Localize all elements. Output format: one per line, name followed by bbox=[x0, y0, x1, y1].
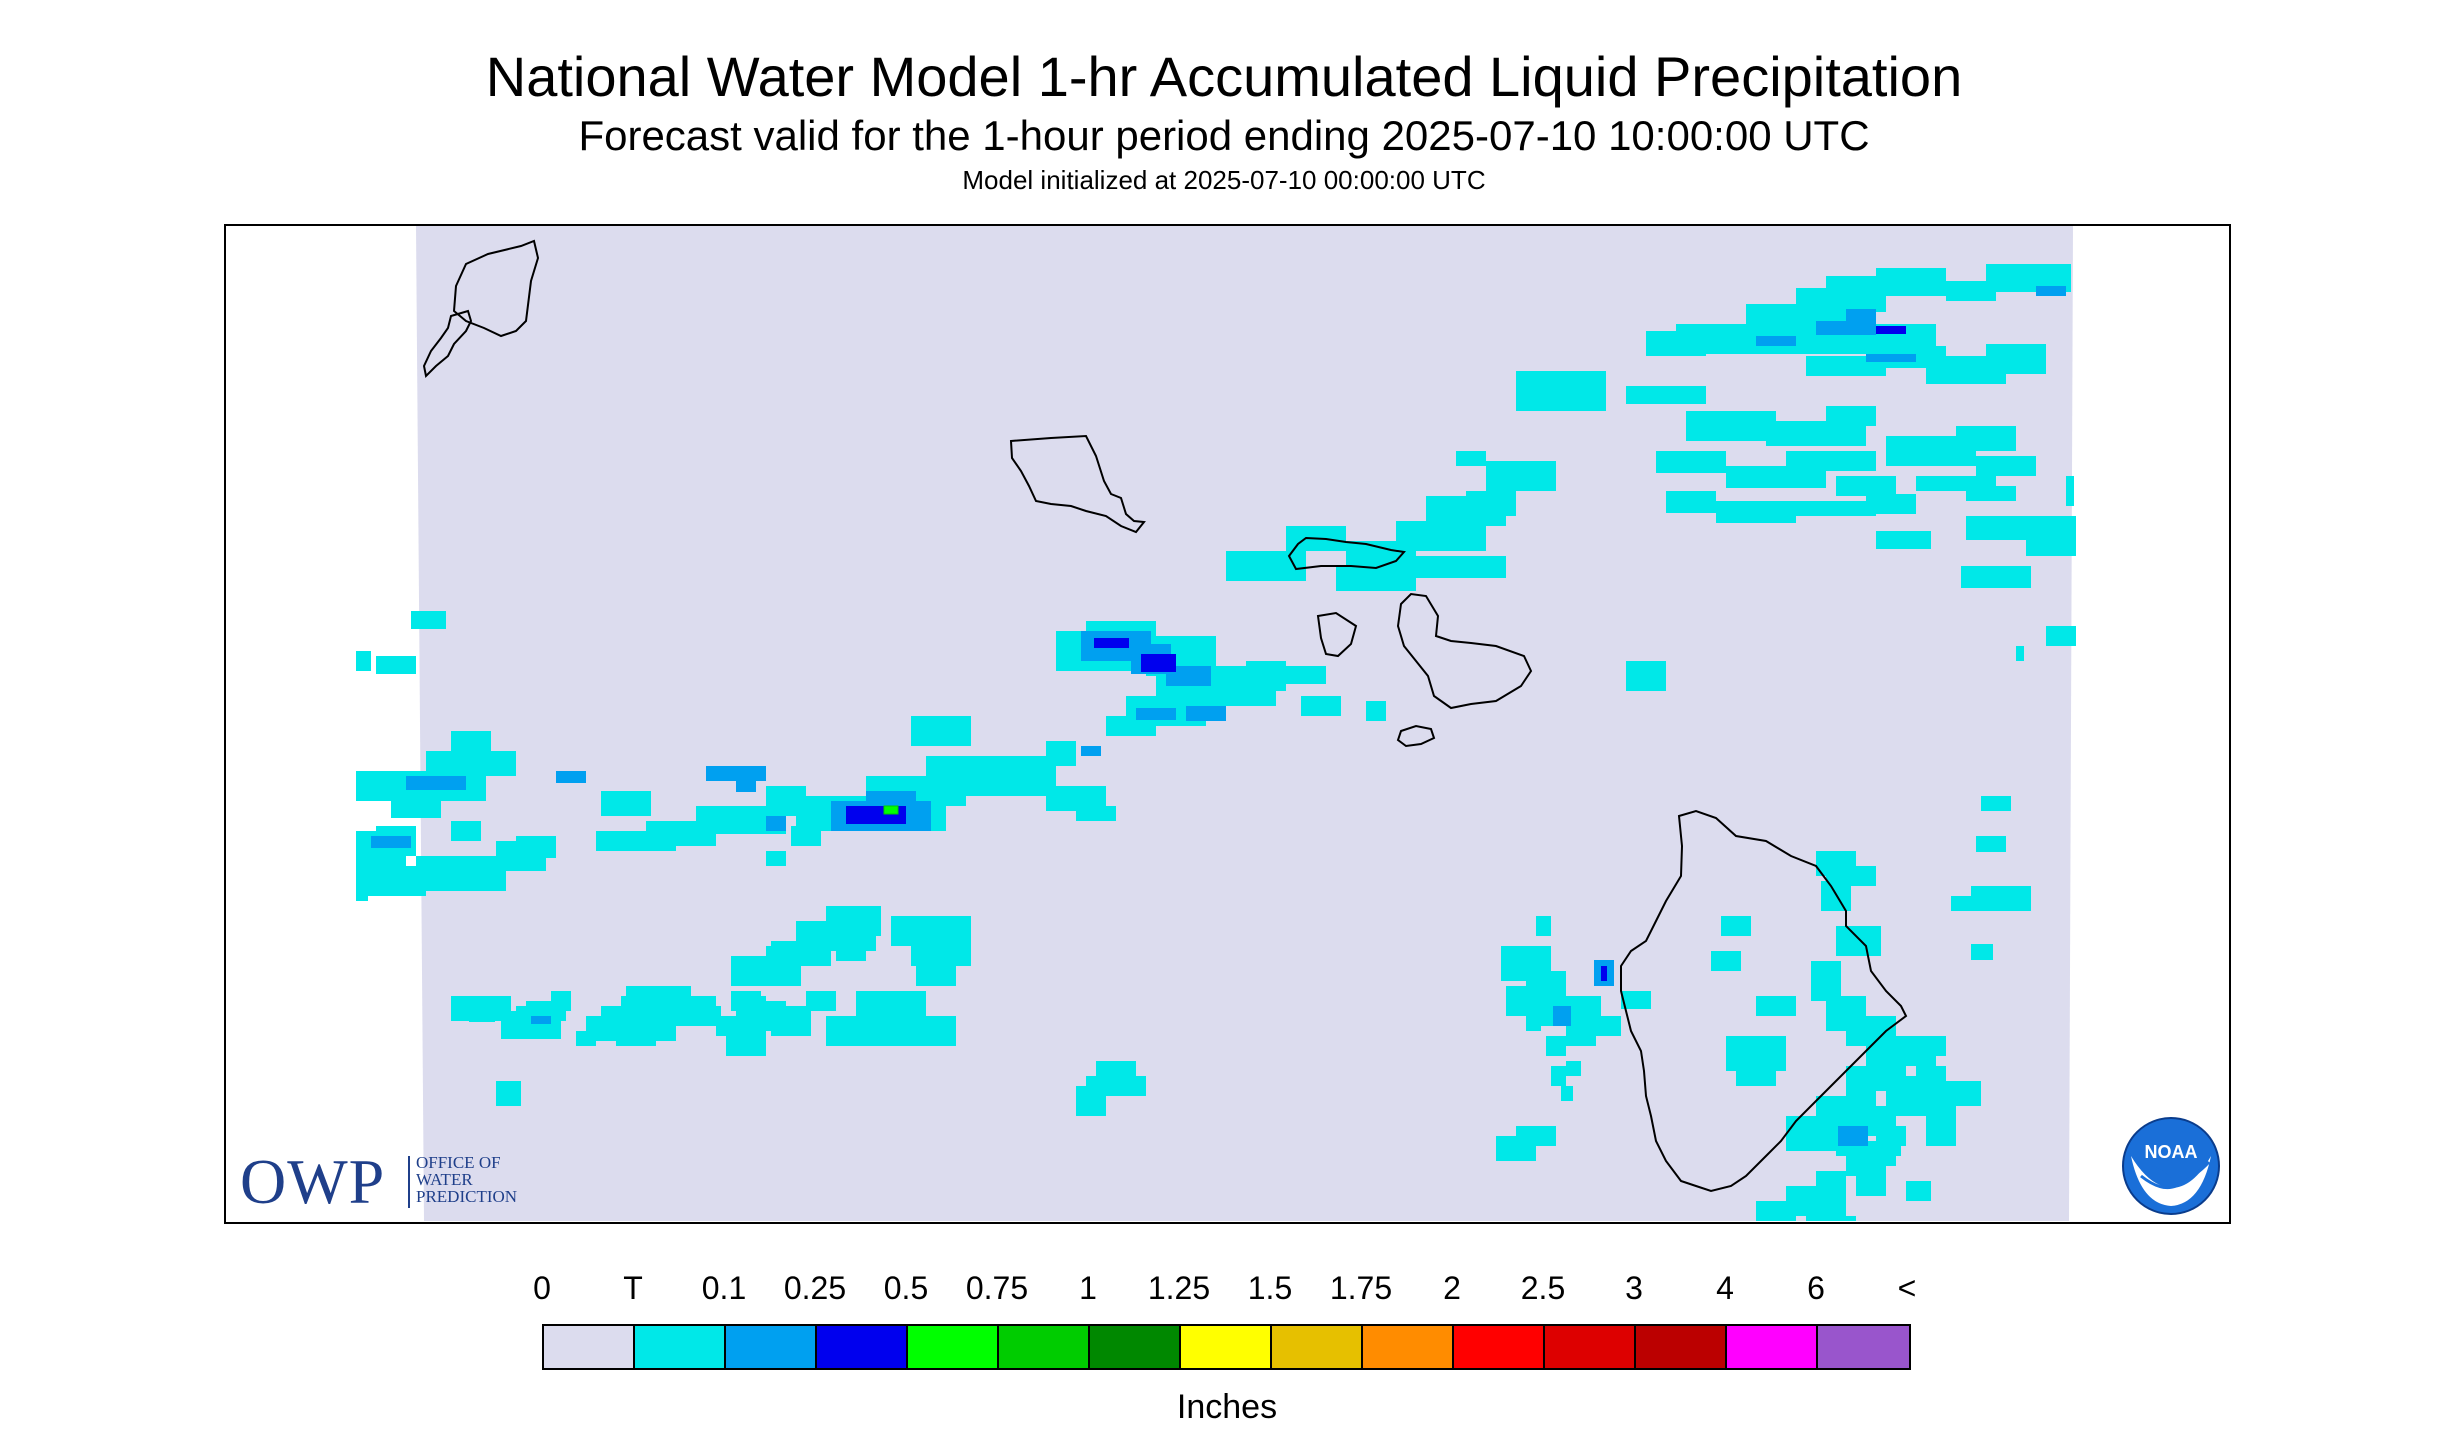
legend-label-7: 1.25 bbox=[1147, 1270, 1211, 1306]
legend-swatch bbox=[1090, 1326, 1181, 1368]
legend-label-8: 1.5 bbox=[1247, 1270, 1293, 1306]
molokai-coastline bbox=[1287, 536, 1406, 571]
legend-label-4: 0.5 bbox=[883, 1270, 929, 1306]
legend-swatch bbox=[1545, 1326, 1636, 1368]
legend-label-14: 6 bbox=[1807, 1270, 1825, 1306]
legend-swatch bbox=[1181, 1326, 1272, 1368]
coastlines bbox=[422, 239, 1908, 1193]
legend-label-3: 0.25 bbox=[783, 1270, 847, 1306]
map-title: National Water Model 1-hr Accumulated Li… bbox=[485, 45, 1963, 108]
model-domain bbox=[416, 226, 2073, 1221]
legend-swatch bbox=[726, 1326, 817, 1368]
owp-logo-line-3: PREDICTION bbox=[416, 1187, 518, 1206]
lanai-coastline bbox=[1316, 611, 1358, 658]
legend-swatch bbox=[999, 1326, 1090, 1368]
precipitation-map: OWP OFFICE OF WATER PREDICTION NOAA bbox=[224, 224, 2231, 1224]
map-subtitle: Forecast valid for the 1-hour period end… bbox=[578, 112, 1870, 159]
map-canvas bbox=[356, 226, 2076, 1221]
legend-label-13: 4 bbox=[1716, 1270, 1734, 1306]
precip-0-5-cell bbox=[883, 805, 899, 815]
legend-swatch bbox=[1727, 1326, 1818, 1368]
noaa-logo: NOAA bbox=[2122, 1117, 2220, 1215]
legend-label-1: T bbox=[623, 1270, 643, 1306]
legend-swatch bbox=[1636, 1326, 1727, 1368]
legend-swatch bbox=[908, 1326, 999, 1368]
legend-swatch bbox=[544, 1326, 635, 1368]
model-init-line: Model initialized at 2025-07-10 00:00:00… bbox=[962, 165, 1486, 195]
legend-swatch bbox=[1818, 1326, 1909, 1368]
owp-logo-text: OFFICE OF WATER PREDICTION bbox=[416, 1154, 517, 1205]
legend-swatch bbox=[817, 1326, 908, 1368]
noaa-logo-text: NOAA bbox=[2145, 1142, 2198, 1162]
legend-label-15: < bbox=[1897, 1270, 1917, 1306]
legend-label-11: 2.5 bbox=[1520, 1270, 1566, 1306]
legend-swatch bbox=[1363, 1326, 1454, 1368]
legend-units: Inches bbox=[1176, 1388, 1278, 1426]
legend-label-6: 1 bbox=[1079, 1270, 1097, 1306]
legend-swatch bbox=[635, 1326, 726, 1368]
legend-label-10: 2 bbox=[1443, 1270, 1461, 1306]
kahoolawe-coastline bbox=[1396, 724, 1436, 748]
legend-label-2: 0.1 bbox=[701, 1270, 747, 1306]
legend-swatch bbox=[1454, 1326, 1545, 1368]
kauai-coastline bbox=[452, 239, 540, 338]
owp-logo-mark: OWP bbox=[240, 1146, 386, 1217]
niihau-coastline bbox=[422, 309, 473, 379]
legend-label-5: 0.75 bbox=[965, 1270, 1029, 1306]
legend-label-12: 3 bbox=[1625, 1270, 1643, 1306]
legend-label-9: 1.75 bbox=[1329, 1270, 1393, 1306]
owp-logo-line-2: WATER bbox=[416, 1170, 473, 1189]
maui-coastline bbox=[1396, 592, 1533, 710]
owp-logo-line-1: OFFICE OF bbox=[416, 1153, 501, 1172]
legend-label-0: 0 bbox=[533, 1270, 551, 1306]
legend-swatch bbox=[1272, 1326, 1363, 1368]
legend-color-bar bbox=[542, 1324, 1911, 1370]
hawaii-coastline bbox=[1620, 809, 1908, 1193]
oahu-coastline bbox=[1009, 434, 1146, 534]
precip-legend: 0 T 0.1 0.25 0.5 0.75 1 1.25 1.5 1.75 2 … bbox=[533, 1270, 1916, 1430]
owp-logo-divider bbox=[408, 1156, 410, 1208]
